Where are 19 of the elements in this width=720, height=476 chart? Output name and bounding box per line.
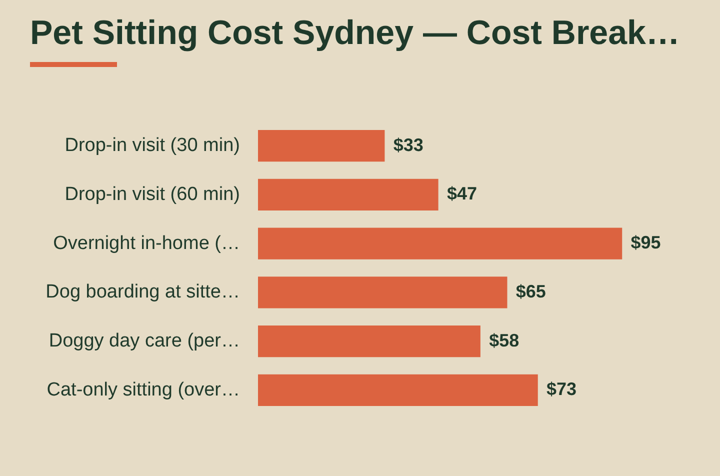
- y-tick-label: Overnight in-home (…: [53, 232, 240, 254]
- data-label: $73: [546, 379, 577, 400]
- bar: [258, 276, 508, 308]
- bar: [258, 325, 480, 358]
- y-tick-label: Dog boarding at sitte…: [46, 282, 240, 303]
- y-tick-label: Drop-in visit (30 min): [64, 135, 240, 156]
- y-tick-label: Cat-only sitting (over…: [46, 379, 240, 400]
- y-tick-label: Doggy day care (per…: [48, 330, 240, 352]
- chart-title: Pet Sitting Cost Sydney — Cost Break…: [30, 14, 680, 53]
- bar: [258, 178, 438, 211]
- y-tick-label: Drop-in visit (60 min): [64, 184, 240, 205]
- data-label: $58: [489, 330, 520, 350]
- data-label: $65: [516, 281, 546, 302]
- data-label: $47: [446, 184, 478, 204]
- data-label: $95: [630, 232, 661, 253]
- bar: [258, 374, 538, 406]
- bar: [258, 228, 622, 260]
- bar: [258, 130, 385, 162]
- data-label: $33: [393, 134, 424, 155]
